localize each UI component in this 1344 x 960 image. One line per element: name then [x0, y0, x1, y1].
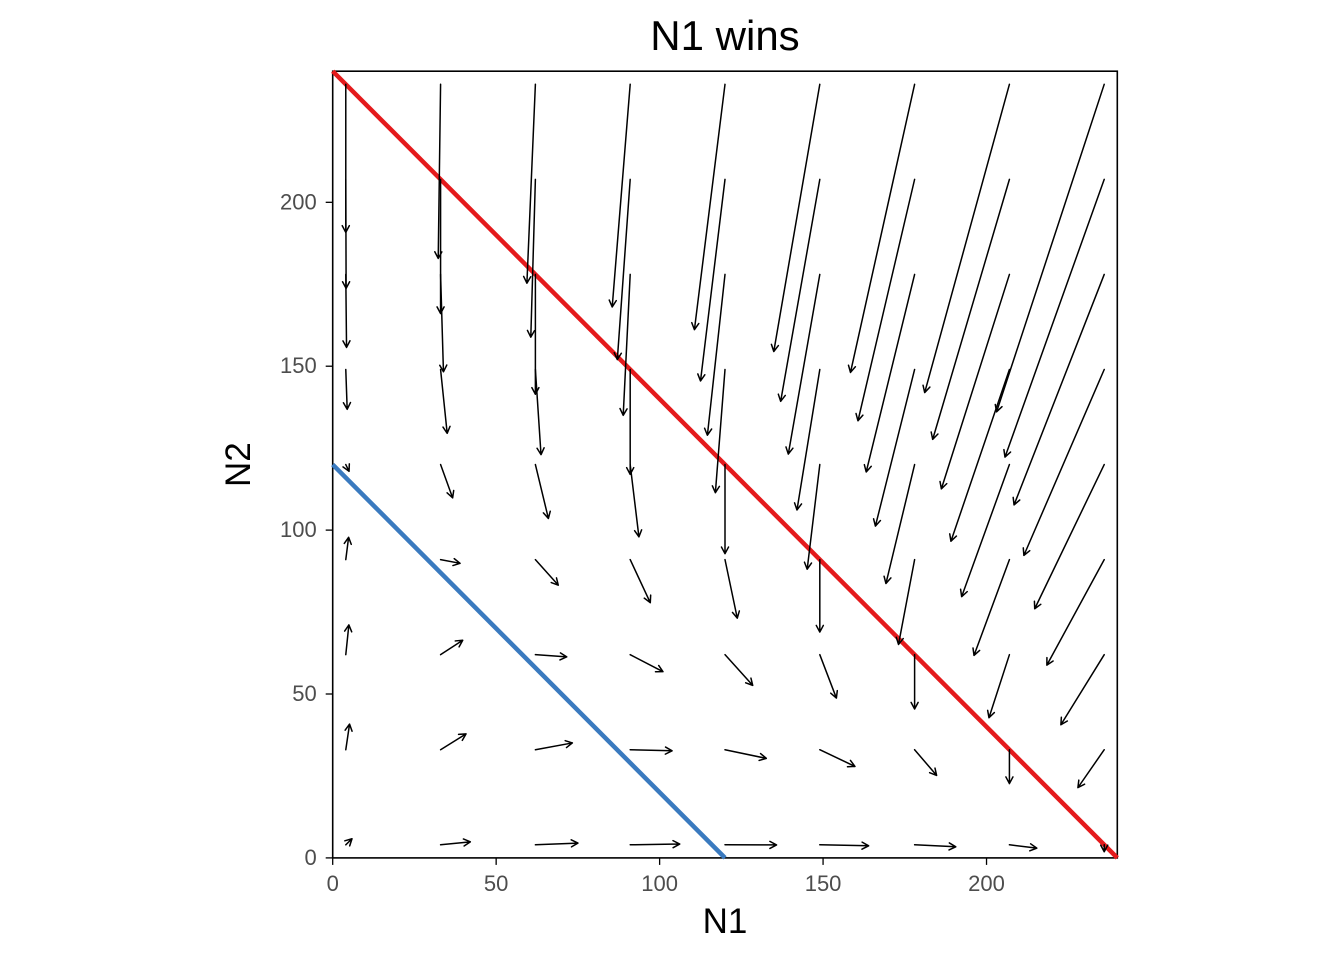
svg-text:50: 50 — [292, 681, 316, 706]
svg-text:0: 0 — [304, 845, 316, 870]
svg-text:50: 50 — [484, 871, 508, 896]
svg-text:0: 0 — [327, 871, 339, 896]
svg-text:100: 100 — [280, 517, 317, 542]
svg-text:150: 150 — [280, 353, 317, 378]
svg-text:N1 wins: N1 wins — [650, 12, 799, 59]
svg-text:N1: N1 — [703, 902, 748, 941]
svg-text:200: 200 — [968, 871, 1005, 896]
svg-text:100: 100 — [641, 871, 678, 896]
svg-text:200: 200 — [280, 189, 317, 214]
svg-text:150: 150 — [805, 871, 842, 896]
svg-text:N2: N2 — [219, 442, 258, 487]
